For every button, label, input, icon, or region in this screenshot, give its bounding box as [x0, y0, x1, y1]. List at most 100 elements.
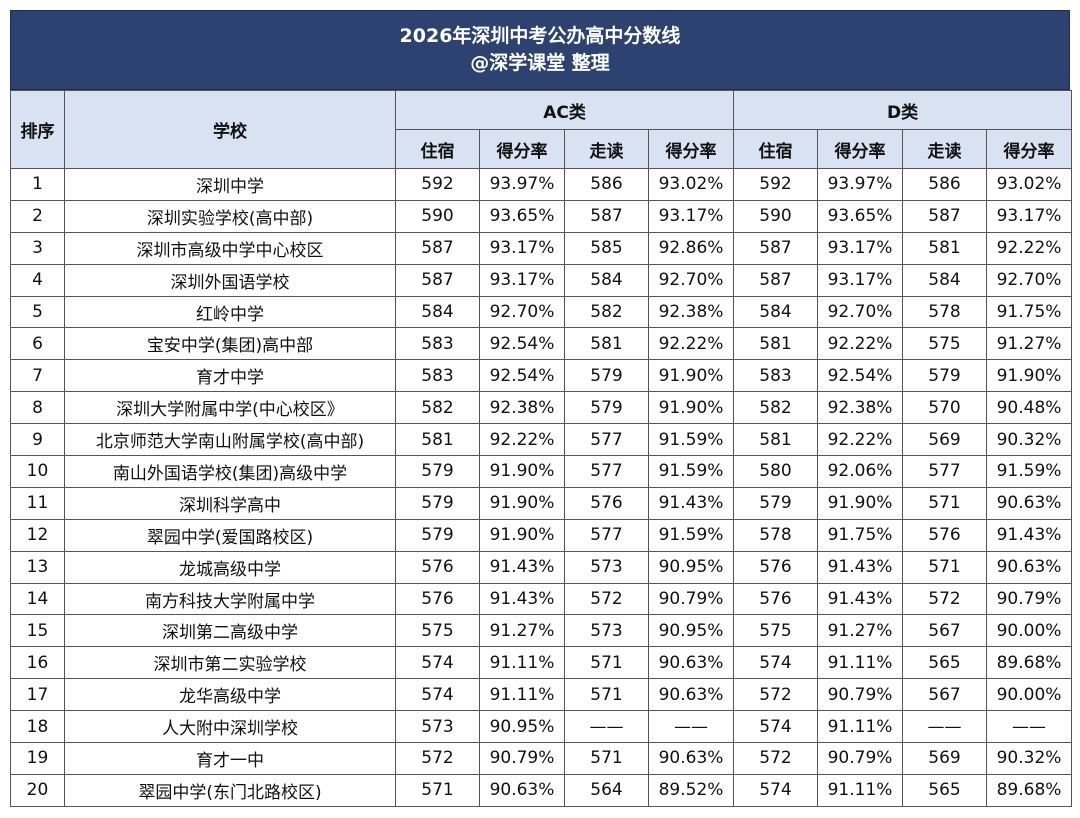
- cell-d-day-rate: 90.32%: [986, 742, 1073, 775]
- cell-rank: 6: [10, 327, 65, 361]
- cell-d-boarding-rate: 91.11%: [817, 646, 904, 680]
- cell-d-boarding: 584: [733, 295, 819, 329]
- cell-d-day: 569: [902, 742, 988, 775]
- cell-school: 宝安中学(集团)高中部: [64, 327, 396, 361]
- table-row: 10 南山外国语学校(集团)高级中学 579 91.90% 577 91.59% 580 92…: [10, 455, 1073, 488]
- cell-ac-boarding-rate: 90.63%: [479, 773, 565, 807]
- cell-d-day: 565: [902, 646, 988, 680]
- cell-ac-day: 577: [564, 518, 649, 552]
- header-d-day: 走读: [902, 129, 988, 169]
- cell-d-day-rate: 90.00%: [986, 614, 1073, 648]
- cell-school: 育才中学: [64, 359, 396, 393]
- cell-school: 龙城高级中学: [64, 550, 396, 584]
- cell-d-boarding-rate: 90.79%: [817, 742, 904, 775]
- cell-d-day-rate: 90.63%: [986, 550, 1073, 584]
- table-row: 11 深圳科学高中 579 91.90% 576 91.43% 579 91.90% 571 90…: [10, 486, 1073, 520]
- cell-d-boarding-rate: 91.75%: [817, 518, 904, 552]
- cell-ac-day: 579: [564, 391, 649, 425]
- cell-d-day-rate: 90.79%: [986, 582, 1073, 616]
- cell-ac-day: 585: [564, 231, 649, 265]
- cell-d-day-rate: 93.17%: [986, 199, 1073, 233]
- cell-ac-boarding: 587: [395, 231, 480, 265]
- header-d-boarding: 住宿: [733, 129, 819, 169]
- header-d-boarding-rate: 得分率: [817, 129, 904, 169]
- cell-ac-day: 586: [564, 168, 649, 201]
- cell-d-day: 577: [902, 455, 988, 488]
- cell-ac-boarding-rate: 91.90%: [479, 455, 565, 488]
- cell-d-day: 571: [902, 550, 988, 584]
- cell-ac-day-rate: 90.79%: [647, 582, 735, 616]
- cell-ac-boarding-rate: 92.54%: [479, 359, 565, 393]
- cell-rank: 20: [10, 773, 65, 807]
- header-school: 学校: [64, 90, 396, 169]
- cell-ac-boarding: 583: [395, 327, 480, 361]
- cell-d-day-rate: 92.22%: [986, 231, 1073, 265]
- table-row: 12 翠园中学(爱国路校区) 579 91.90% 577 91.59% 578 91.75%…: [10, 518, 1073, 552]
- cell-ac-boarding-rate: 93.17%: [479, 231, 565, 265]
- cell-d-boarding-rate: 92.38%: [817, 391, 904, 425]
- cell-ac-boarding: 581: [395, 423, 480, 457]
- cell-d-day: 584: [902, 263, 988, 297]
- table-row: 19 育才一中 572 90.79% 571 90.63% 572 90.79% 569 90.3…: [10, 742, 1073, 775]
- cell-d-boarding: 583: [733, 359, 819, 393]
- cell-rank: 5: [10, 295, 65, 329]
- cell-d-day-rate: 90.63%: [986, 486, 1073, 520]
- cell-rank: 3: [10, 231, 65, 265]
- header-ac-day-rate: 得分率: [647, 129, 735, 169]
- header-ac-day: 走读: [564, 129, 649, 169]
- cell-ac-day-rate: 90.63%: [647, 646, 735, 680]
- cell-school: 深圳市高级中学中心校区: [64, 231, 396, 265]
- cell-d-boarding: 575: [733, 614, 819, 648]
- cell-d-boarding-rate: 93.65%: [817, 199, 904, 233]
- cell-d-day: 581: [902, 231, 988, 265]
- cell-d-boarding-rate: 90.79%: [817, 678, 904, 712]
- cell-d-boarding-rate: 91.27%: [817, 614, 904, 648]
- cell-d-day-rate: 90.00%: [986, 678, 1073, 712]
- cell-ac-day-rate: ——: [647, 710, 735, 744]
- cell-ac-boarding-rate: 91.11%: [479, 678, 565, 712]
- cell-d-boarding-rate: 91.43%: [817, 582, 904, 616]
- cell-ac-day-rate: 92.38%: [647, 295, 735, 329]
- table-row: 8 深圳大学附属中学(中心校区》 582 92.38% 579 91.90% 582 92.3…: [10, 391, 1073, 425]
- cell-d-boarding-rate: 92.22%: [817, 327, 904, 361]
- cell-d-boarding: 581: [733, 423, 819, 457]
- cell-d-day-rate: 91.90%: [986, 359, 1073, 393]
- score-table: 排序 学校 AC类 D类 住宿 得分率 走读 得分率 住宿 得分率 走读 得分率…: [10, 90, 1073, 807]
- cell-ac-boarding-rate: 92.54%: [479, 327, 565, 361]
- cell-ac-boarding-rate: 92.70%: [479, 295, 565, 329]
- header-group-ac: AC类: [394, 90, 735, 130]
- cell-school: 深圳第二高级中学: [64, 614, 396, 648]
- score-table-container: 2026年深圳中考公办高中分数线 @深学课堂 整理 排序 学校 AC类 D类 住…: [10, 10, 1073, 807]
- cell-ac-day-rate: 89.52%: [647, 773, 735, 807]
- cell-ac-boarding-rate: 92.22%: [479, 423, 565, 457]
- cell-ac-day-rate: 91.59%: [647, 423, 735, 457]
- cell-ac-boarding: 579: [395, 518, 480, 552]
- cell-ac-day-rate: 92.22%: [647, 327, 735, 361]
- cell-d-boarding-rate: 92.70%: [817, 295, 904, 329]
- cell-school: 深圳大学附属中学(中心校区》: [64, 391, 396, 425]
- cell-rank: 14: [10, 582, 65, 616]
- cell-ac-day: 571: [564, 742, 649, 775]
- cell-ac-day-rate: 90.63%: [647, 678, 735, 712]
- cell-d-boarding: 578: [733, 518, 819, 552]
- cell-ac-boarding-rate: 93.17%: [479, 263, 565, 297]
- cell-ac-boarding: 590: [395, 199, 480, 233]
- cell-rank: 12: [10, 518, 65, 552]
- cell-ac-day: 564: [564, 773, 649, 807]
- cell-ac-boarding: 579: [395, 455, 480, 488]
- cell-d-day: 575: [902, 327, 988, 361]
- cell-ac-boarding: 587: [395, 263, 480, 297]
- cell-d-day-rate: 89.68%: [986, 773, 1073, 807]
- cell-school: 深圳外国语学校: [64, 263, 396, 297]
- cell-school: 南山外国语学校(集团)高级中学: [64, 455, 396, 488]
- cell-ac-boarding: 572: [395, 742, 480, 775]
- cell-rank: 18: [10, 710, 65, 744]
- cell-ac-day: 576: [564, 486, 649, 520]
- cell-rank: 4: [10, 263, 65, 297]
- cell-d-day: ——: [902, 710, 988, 744]
- cell-d-boarding: 574: [733, 710, 819, 744]
- cell-ac-day-rate: 90.95%: [647, 614, 735, 648]
- cell-ac-day: 581: [564, 327, 649, 361]
- cell-school: 育才一中: [64, 742, 396, 775]
- cell-d-day: 586: [902, 168, 988, 201]
